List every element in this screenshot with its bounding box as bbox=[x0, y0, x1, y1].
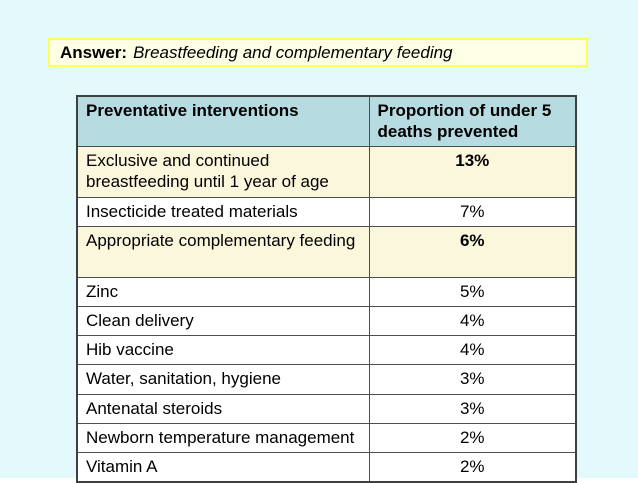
intervention-cell: Clean delivery bbox=[76, 306, 370, 337]
intervention-cell: Vitamin A bbox=[76, 451, 370, 483]
intervention-cell: Zinc bbox=[76, 277, 370, 308]
intervention-cell: Insecticide treated materials bbox=[76, 197, 370, 228]
table-header-row: Preventative interventions Proportion of… bbox=[76, 95, 577, 148]
intervention-cell: Hib vaccine bbox=[76, 335, 370, 366]
intervention-cell: Exclusive and continued breastfeeding un… bbox=[76, 146, 370, 199]
table-row: Clean delivery 4% bbox=[76, 306, 577, 337]
table-row: Newborn temperature management 2% bbox=[76, 422, 577, 453]
proportion-cell: 3% bbox=[368, 364, 577, 395]
header-cell-intervention: Preventative interventions bbox=[76, 95, 370, 148]
answer-box: Answer: Breastfeeding and complementary … bbox=[48, 38, 588, 67]
intervention-cell: Water, sanitation, hygiene bbox=[76, 364, 370, 395]
table-row: Appropriate complementary feeding 6% bbox=[76, 226, 577, 279]
header-cell-proportion: Proportion of under 5 deaths prevented bbox=[368, 95, 577, 148]
intervention-cell: Newborn temperature management bbox=[76, 422, 370, 453]
interventions-table: Preventative interventions Proportion of… bbox=[76, 95, 577, 483]
table-row: Hib vaccine 4% bbox=[76, 335, 577, 366]
answer-label: Answer: bbox=[60, 42, 128, 62]
proportion-cell: 2% bbox=[368, 422, 577, 453]
answer-text: Breastfeeding and complementary feeding bbox=[133, 42, 453, 62]
intervention-cell: Appropriate complementary feeding bbox=[76, 226, 370, 279]
proportion-cell: 3% bbox=[368, 393, 577, 424]
table-row: Insecticide treated materials 7% bbox=[76, 197, 577, 228]
proportion-cell: 7% bbox=[368, 197, 577, 228]
table-row: Exclusive and continued breastfeeding un… bbox=[76, 146, 577, 199]
table-row: Antenatal steroids 3% bbox=[76, 393, 577, 424]
table-row: Water, sanitation, hygiene 3% bbox=[76, 364, 577, 395]
intervention-cell: Antenatal steroids bbox=[76, 393, 370, 424]
table-row: Zinc 5% bbox=[76, 277, 577, 308]
table-row: Vitamin A 2% bbox=[76, 451, 577, 483]
proportion-cell: 4% bbox=[368, 306, 577, 337]
proportion-cell: 2% bbox=[368, 451, 577, 483]
proportion-cell: 5% bbox=[368, 277, 577, 308]
proportion-cell: 4% bbox=[368, 335, 577, 366]
proportion-cell: 13% bbox=[368, 146, 577, 199]
proportion-cell: 6% bbox=[368, 226, 577, 279]
